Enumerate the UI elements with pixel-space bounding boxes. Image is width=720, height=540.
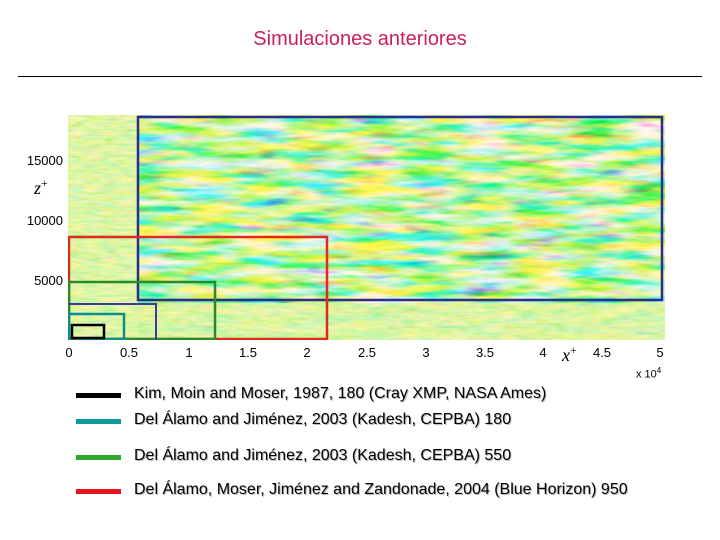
y-axis-label: z+ (34, 176, 48, 198)
box-navy (68, 303, 157, 340)
x-tick-5: 5 (656, 345, 664, 360)
legend-line-teal (76, 419, 121, 424)
x-tick-3: 3 (422, 345, 430, 360)
x-tick-4.5: 4.5 (592, 345, 612, 360)
legend-label-delalamo-550: Del Álamo and Jiménez, 2003 (Kadesh, CEP… (134, 447, 512, 464)
x-tick-3.5: 3.5 (475, 345, 495, 360)
title-rule (18, 76, 702, 77)
x-tick-1.5: 1.5 (238, 345, 258, 360)
legend-label-delalamo-950: Del Álamo, Moser, Jiménez and Zandonade,… (134, 481, 628, 498)
legend-line-black (76, 393, 121, 398)
x-axis-multiplier: x 104 (636, 366, 662, 381)
x-tick-2.5: 2.5 (357, 345, 377, 360)
field-left-strip (68, 115, 138, 340)
legend-line-green (76, 455, 121, 460)
legend-line-red (76, 489, 121, 494)
x-tick-1: 1 (185, 345, 193, 360)
y-tick-15000: 15000 (26, 153, 63, 168)
x-axis-label: x+ (562, 343, 577, 365)
box-green-550 (68, 280, 217, 340)
field-bottom-strip (68, 303, 665, 340)
legend-label-delalamo-180: Del Álamo and Jiménez, 2003 (Kadesh, CEP… (134, 411, 512, 428)
y-tick-10000: 10000 (26, 213, 63, 228)
y-tick-5000: 5000 (34, 273, 63, 288)
flow-field-svg (68, 115, 665, 340)
x-tick-0: 0 (65, 345, 73, 360)
box-blue-horizon (136, 115, 664, 302)
box-black-kmm (70, 323, 106, 340)
x-tick-4: 4 (539, 345, 547, 360)
x-tick-0.5: 0.5 (119, 345, 139, 360)
slide-title: Simulaciones anteriores (253, 28, 467, 50)
flow-field-plot (68, 115, 665, 340)
field-texture (68, 115, 665, 340)
x-tick-2: 2 (303, 345, 311, 360)
legend-label-kim: Kim, Moin and Moser, 1987, 180 (Cray XMP… (134, 385, 547, 402)
